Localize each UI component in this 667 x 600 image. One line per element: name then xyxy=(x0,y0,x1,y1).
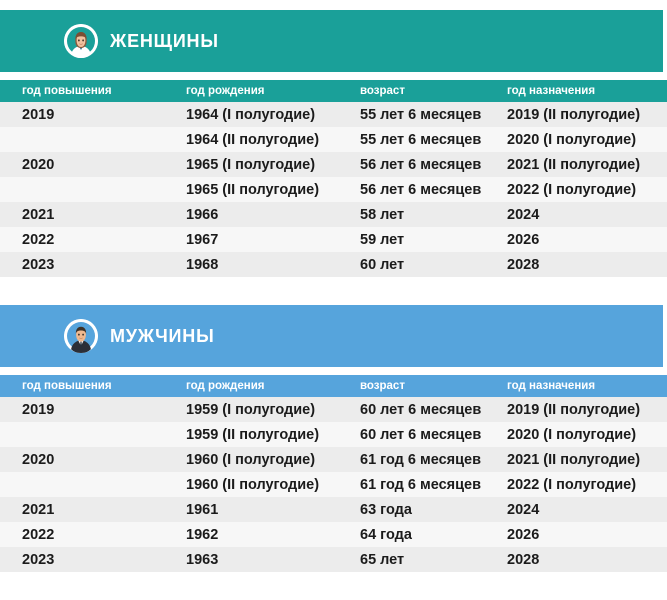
table-row: 2023 1968 60 лет 2028 xyxy=(0,252,667,277)
cell-year-increase xyxy=(0,422,180,447)
cell-age: 64 года xyxy=(356,522,501,547)
cell-birth-year: 1960 (II полугодие) xyxy=(180,472,356,497)
table-row: 2020 1965 (I полугодие) 56 лет 6 месяцев 20… xyxy=(0,152,667,177)
cell-birth-year: 1961 xyxy=(180,497,356,522)
women-section-banner: ЖЕНЩИНЫ xyxy=(0,10,663,72)
table-row: 2020 1960 (I полугодие) 61 год 6 месяцев 20… xyxy=(0,447,667,472)
cell-birth-year: 1963 xyxy=(180,547,356,572)
cell-assignment-year: 2028 xyxy=(501,547,667,572)
cell-birth-year: 1965 (I полугодие) xyxy=(180,152,356,177)
cell-birth-year: 1960 (I полугодие) xyxy=(180,447,356,472)
cell-age: 65 лет xyxy=(356,547,501,572)
cell-year-increase: 2019 xyxy=(0,102,180,127)
cell-age: 60 лет 6 месяцев xyxy=(356,422,501,447)
men-table-header-row: год повышения год рождения возраст год н… xyxy=(0,375,667,397)
cell-age: 56 лет 6 месяцев xyxy=(356,152,501,177)
cell-age: 61 год 6 месяцев xyxy=(356,472,501,497)
column-header-assignment-year: год назначения xyxy=(501,80,667,102)
top-spacer xyxy=(0,0,667,10)
women-banner-table-gap xyxy=(0,72,667,80)
table-row: 2019 1964 (I полугодие) 55 лет 6 месяцев 20… xyxy=(0,102,667,127)
table-row: 1964 (II полугодие) 55 лет 6 месяцев 2020 … xyxy=(0,127,667,152)
cell-birth-year: 1964 (I полугодие) xyxy=(180,102,356,127)
bottom-spacer xyxy=(0,572,667,578)
cell-assignment-year: 2019 (II полугодие) xyxy=(501,397,667,422)
cell-age: 63 года xyxy=(356,497,501,522)
cell-assignment-year: 2026 xyxy=(501,227,667,252)
cell-birth-year: 1966 xyxy=(180,202,356,227)
cell-assignment-year: 2028 xyxy=(501,252,667,277)
men-pension-table: год повышения год рождения возраст год н… xyxy=(0,375,667,572)
men-banner-table-gap xyxy=(0,367,667,375)
cell-year-increase: 2023 xyxy=(0,252,180,277)
cell-year-increase: 2020 xyxy=(0,152,180,177)
cell-year-increase: 2023 xyxy=(0,547,180,572)
cell-assignment-year: 2024 xyxy=(501,202,667,227)
cell-assignment-year: 2022 (I полугодие) xyxy=(501,177,667,202)
cell-year-increase: 2021 xyxy=(0,202,180,227)
women-table-body: 2019 1964 (I полугодие) 55 лет 6 месяцев 20… xyxy=(0,102,667,277)
cell-assignment-year: 2026 xyxy=(501,522,667,547)
cell-year-increase: 2022 xyxy=(0,522,180,547)
column-header-age: возраст xyxy=(356,375,501,397)
man-avatar-icon xyxy=(64,319,98,353)
cell-age: 61 год 6 месяцев xyxy=(356,447,501,472)
cell-year-increase: 2020 xyxy=(0,447,180,472)
woman-avatar-icon xyxy=(64,24,98,58)
cell-birth-year: 1959 (II полугодие) xyxy=(180,422,356,447)
cell-assignment-year: 2019 (II полугодие) xyxy=(501,102,667,127)
table-row: 2019 1959 (I полугодие) 60 лет 6 месяцев 20… xyxy=(0,397,667,422)
table-row: 2021 1966 58 лет 2024 xyxy=(0,202,667,227)
table-row: 1959 (II полугодие) 60 лет 6 месяцев 2020 … xyxy=(0,422,667,447)
cell-assignment-year: 2021 (II полугодие) xyxy=(501,152,667,177)
cell-assignment-year: 2020 (I полугодие) xyxy=(501,422,667,447)
cell-age: 59 лет xyxy=(356,227,501,252)
column-header-year-increase: год повышения xyxy=(0,375,180,397)
cell-age: 55 лет 6 месяцев xyxy=(356,102,501,127)
column-header-age: возраст xyxy=(356,80,501,102)
column-header-birth-year: год рождения xyxy=(180,375,356,397)
cell-year-increase: 2022 xyxy=(0,227,180,252)
table-row: 1960 (II полугодие) 61 год 6 месяцев 2022 … xyxy=(0,472,667,497)
cell-birth-year: 1962 xyxy=(180,522,356,547)
cell-birth-year: 1967 xyxy=(180,227,356,252)
cell-assignment-year: 2022 (I полугодие) xyxy=(501,472,667,497)
cell-assignment-year: 2020 (I полугодие) xyxy=(501,127,667,152)
cell-age: 55 лет 6 месяцев xyxy=(356,127,501,152)
women-pension-table: год повышения год рождения возраст год н… xyxy=(0,80,667,277)
women-section-title: ЖЕНЩИНЫ xyxy=(110,30,219,51)
men-section-banner: МУЖЧИНЫ xyxy=(0,305,663,367)
cell-assignment-year: 2021 (II полугодие) xyxy=(501,447,667,472)
cell-age: 60 лет 6 месяцев xyxy=(356,397,501,422)
men-section-title: МУЖЧИНЫ xyxy=(110,325,215,346)
cell-year-increase: 2021 xyxy=(0,497,180,522)
cell-age: 56 лет 6 месяцев xyxy=(356,177,501,202)
table-row: 2022 1967 59 лет 2026 xyxy=(0,227,667,252)
men-table-body: 2019 1959 (I полугодие) 60 лет 6 месяцев 20… xyxy=(0,397,667,572)
cell-age: 60 лет xyxy=(356,252,501,277)
column-header-assignment-year: год назначения xyxy=(501,375,667,397)
table-row: 2023 1963 65 лет 2028 xyxy=(0,547,667,572)
cell-year-increase xyxy=(0,472,180,497)
cell-assignment-year: 2024 xyxy=(501,497,667,522)
section-divider-gap xyxy=(0,277,667,305)
cell-birth-year: 1959 (I полугодие) xyxy=(180,397,356,422)
cell-year-increase xyxy=(0,127,180,152)
table-row: 2021 1961 63 года 2024 xyxy=(0,497,667,522)
column-header-year-increase: год повышения xyxy=(0,80,180,102)
table-row: 1965 (II полугодие) 56 лет 6 месяцев 2022 … xyxy=(0,177,667,202)
cell-year-increase: 2019 xyxy=(0,397,180,422)
women-table-header-row: год повышения год рождения возраст год н… xyxy=(0,80,667,102)
cell-birth-year: 1964 (II полугодие) xyxy=(180,127,356,152)
cell-birth-year: 1965 (II полугодие) xyxy=(180,177,356,202)
cell-age: 58 лет xyxy=(356,202,501,227)
cell-year-increase xyxy=(0,177,180,202)
table-row: 2022 1962 64 года 2026 xyxy=(0,522,667,547)
column-header-birth-year: год рождения xyxy=(180,80,356,102)
cell-birth-year: 1968 xyxy=(180,252,356,277)
